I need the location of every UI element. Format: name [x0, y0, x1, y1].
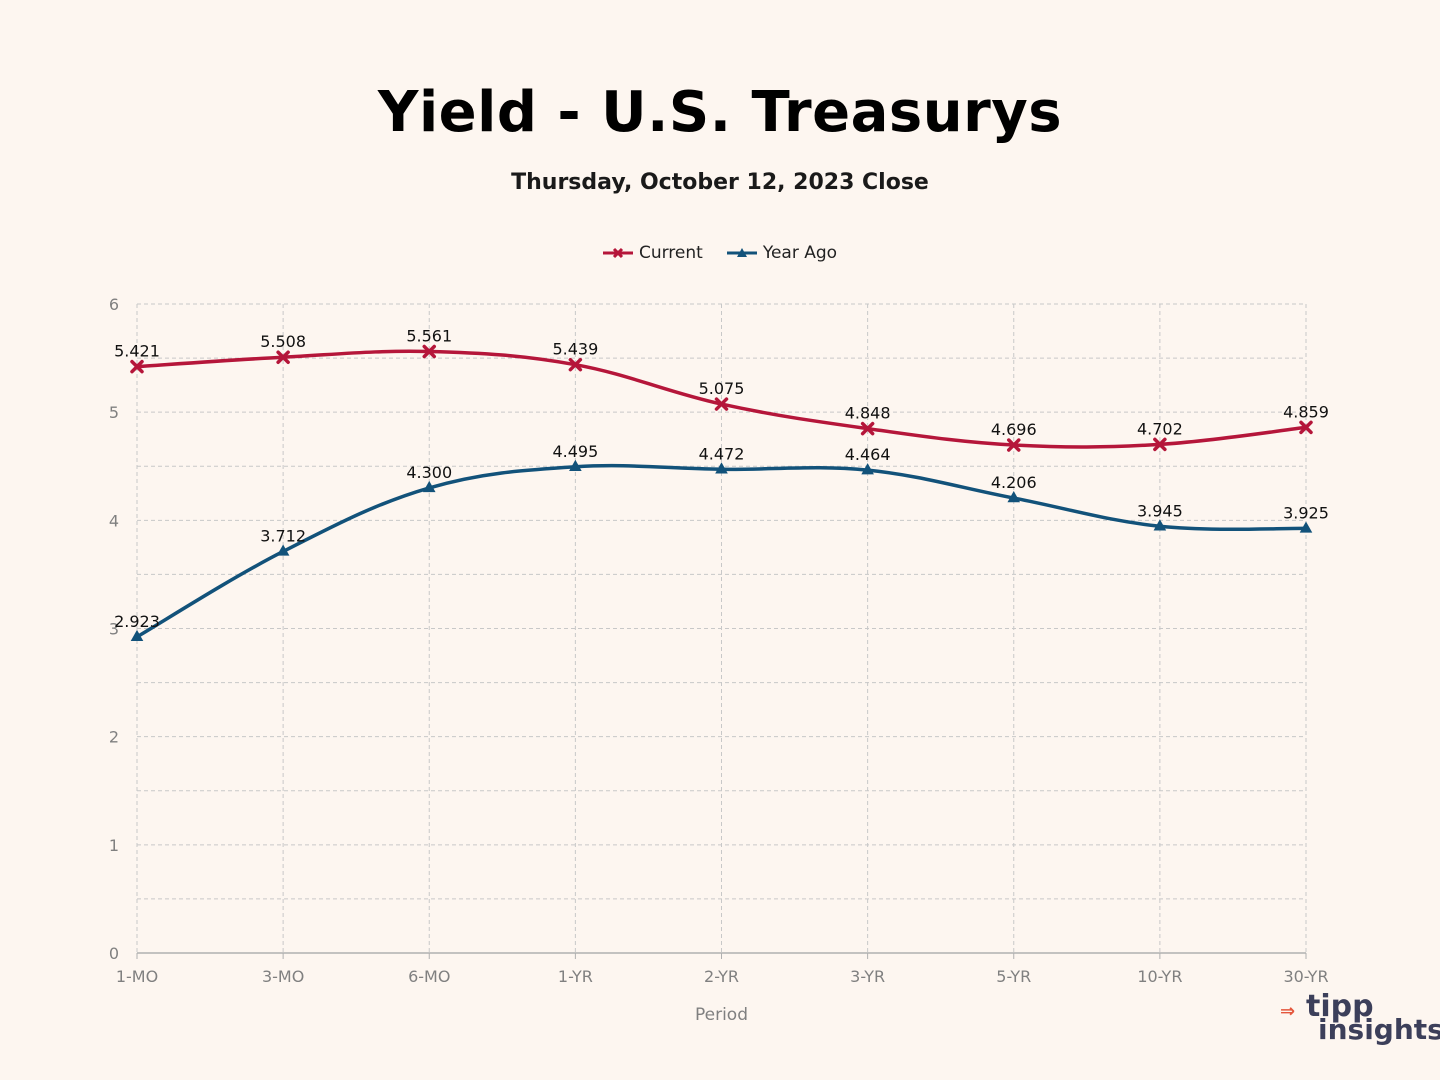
legend-item-year-ago[interactable]: Year Ago [726, 243, 838, 263]
data-label-current: 4.696 [991, 420, 1037, 439]
data-label-current: 4.702 [1137, 419, 1183, 438]
grid-lines [136, 303, 1307, 953]
data-label-year-ago: 3.712 [260, 526, 306, 545]
tipp-insights-logo: ⇒ tipp insights [1280, 989, 1440, 1050]
point-marker-year-ago [1007, 491, 1021, 503]
point-marker-current [130, 359, 144, 374]
point-marker-year-ago [422, 480, 436, 493]
y-tick-label: 5 [109, 403, 119, 422]
x-tick-label: 1-YR [558, 967, 593, 986]
y-tick-label: 6 [109, 295, 119, 314]
y-tick-label: 1 [109, 836, 119, 855]
data-label-year-ago: 4.300 [406, 463, 452, 482]
data-label-year-ago: 4.464 [845, 445, 891, 464]
x-tick-label: 5-YR [996, 967, 1031, 986]
axes: 0 1 2 3 4 5 6 1-MO 3-MO 6-MO 1-YR 2-YR 3-YR 5-YR 10-YR… [109, 295, 1329, 986]
point-marker-year-ago [861, 463, 874, 475]
data-label-current: 5.439 [552, 340, 598, 359]
legend-label-year-ago: Year Ago [762, 243, 838, 263]
chart-title: Yield - U.S. Treasurys [377, 80, 1063, 145]
y-tick-label: 3 [109, 620, 119, 639]
point-marker-current [276, 350, 290, 364]
point-marker-current [860, 421, 875, 436]
point-marker-current [1007, 438, 1021, 452]
data-label-year-ago: 3.925 [1283, 503, 1329, 522]
data-label-current: 4.848 [845, 404, 891, 423]
data-label-current: 5.508 [260, 332, 306, 351]
x-tick-label: 3-YR [850, 967, 885, 986]
x-tick-label: 30-YR [1283, 967, 1328, 986]
point-marker-year-ago [1299, 521, 1313, 533]
logo-arrow-icon: ⇒ [1280, 1001, 1296, 1022]
point-marker-year-ago [276, 544, 290, 556]
logo-text-insights: insights [1318, 1013, 1440, 1046]
legend-marker-current [602, 247, 633, 259]
logo-text-tipp: tipp [1306, 989, 1374, 1024]
point-marker-current [568, 357, 583, 372]
x-tick-label: 3-MO [262, 967, 304, 986]
point-marker-year-ago [130, 629, 144, 642]
point-marker-year-ago [715, 462, 728, 474]
legend-label-current: Current [638, 243, 703, 263]
point-marker-current [1299, 420, 1313, 435]
data-label-year-ago: 4.495 [552, 442, 598, 461]
x-tick-label: 10-YR [1137, 967, 1182, 986]
x-axis-title: Period [695, 1005, 748, 1025]
x-tick-label: 6-MO [408, 967, 450, 986]
point-marker-current [714, 397, 729, 411]
data-labels: 5.421 5.508 5.561 5.439 5.075 4.848 4.696 4.702… [114, 326, 1329, 630]
x-tick-label: 2-YR [704, 967, 739, 986]
series-lines [130, 344, 1313, 642]
chart-subtitle: Thursday, October 12, 2023 Close [511, 170, 929, 195]
legend-marker-year-ago [726, 248, 757, 257]
data-label-current: 5.561 [406, 326, 452, 345]
data-label-year-ago: 2.923 [114, 612, 160, 631]
y-tick-label: 4 [109, 511, 119, 530]
data-label-year-ago: 4.206 [991, 473, 1037, 492]
x-tick-label: 1-MO [116, 967, 158, 986]
y-tick-label: 0 [109, 944, 119, 963]
data-label-current: 5.075 [699, 379, 745, 398]
point-marker-current [1153, 437, 1167, 452]
data-label-year-ago: 4.472 [699, 444, 745, 463]
y-tick-label: 2 [109, 728, 119, 747]
data-label-current: 5.421 [114, 342, 160, 361]
data-label-current: 4.859 [1283, 402, 1329, 421]
data-label-year-ago: 3.945 [1137, 501, 1183, 520]
chart-legend: Current Year Ago [0, 243, 1440, 263]
point-marker-year-ago [569, 459, 582, 471]
point-marker-year-ago [1153, 519, 1167, 531]
legend-item-current[interactable]: Current [602, 243, 703, 263]
point-marker-current [422, 344, 436, 359]
